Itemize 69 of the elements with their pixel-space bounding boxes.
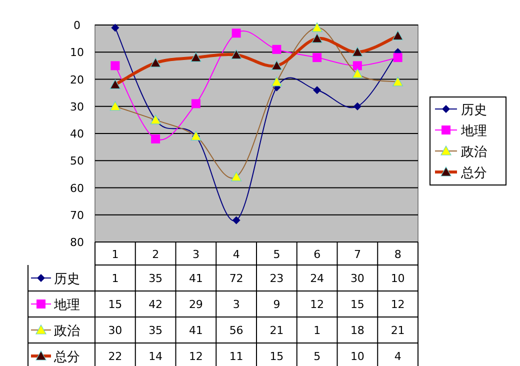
point [191, 99, 200, 108]
data-label: 41 [188, 272, 203, 285]
data-label: 56 [229, 324, 244, 337]
y-tick-label: 10 [70, 46, 84, 60]
y-tick-label: 60 [70, 182, 84, 195]
point [353, 102, 362, 110]
data-label: 35 [148, 272, 163, 285]
data-label: 1 [314, 324, 321, 337]
point [312, 53, 322, 62]
data-label: 12 [310, 298, 324, 311]
y-tick-label: 50 [70, 154, 84, 168]
data-label: 42 [148, 298, 163, 311]
y-tick-label: 80 [70, 236, 84, 249]
data-label: 24 [310, 272, 324, 285]
data-label: 15 [270, 350, 284, 363]
x-tick-label: 2 [152, 248, 160, 261]
point [110, 61, 120, 70]
point [352, 61, 362, 70]
text: 地理 [54, 298, 80, 313]
data-label: 14 [148, 350, 163, 363]
data-label: 12 [390, 298, 405, 311]
data-label: 21 [390, 324, 405, 337]
text: 政治 [54, 324, 80, 339]
point [232, 28, 241, 38]
data-label: 10 [390, 272, 405, 285]
data-label: 72 [229, 272, 244, 285]
data-label: 23 [270, 272, 284, 285]
y-tick-label: 30 [70, 100, 84, 114]
x-tick-label: 1 [112, 248, 119, 261]
data-label: 30 [108, 324, 122, 337]
point [313, 86, 322, 94]
data-label: 30 [350, 272, 364, 285]
point [111, 24, 120, 32]
point [232, 216, 240, 224]
data-label: 15 [350, 298, 364, 311]
point [272, 44, 282, 54]
legend-label: 政治 [461, 145, 487, 160]
data-label: 11 [229, 350, 244, 363]
y-tick-label: 0 [74, 19, 80, 32]
data-label: 12 [188, 350, 203, 363]
data-label: 9 [273, 298, 280, 311]
data-label: 29 [188, 298, 203, 311]
data-label: 4 [394, 350, 402, 363]
data-label: 5 [314, 350, 321, 363]
data-label: 15 [108, 298, 122, 311]
data-label: 10 [350, 350, 364, 363]
y-tick-label: 70 [70, 208, 84, 222]
data-label: 18 [350, 324, 364, 337]
x-tick-label: 3 [192, 248, 200, 261]
legend-label: 历史 [54, 272, 80, 287]
data-label: 41 [188, 324, 203, 337]
point [393, 53, 402, 62]
data-label: 1 [112, 272, 119, 285]
text: 历史 [461, 103, 487, 118]
x-tick-label: 8 [394, 248, 402, 261]
x-tick-label: 5 [273, 248, 280, 261]
text: 总分 [54, 350, 80, 365]
y-tick-label: 20 [70, 73, 84, 86]
x-tick-label: 4 [232, 248, 240, 261]
point [151, 134, 160, 144]
y-tick-label: 40 [70, 128, 84, 140]
x-tick-label: 7 [354, 248, 361, 261]
data-label: 35 [148, 324, 163, 337]
legend-label: 地理 [460, 124, 487, 139]
x-tick-label: 6 [314, 248, 321, 261]
data-label: 21 [270, 324, 284, 337]
data-label: 22 [108, 350, 122, 363]
data-label: 3 [232, 298, 240, 311]
legend-label: 总分 [460, 166, 487, 181]
